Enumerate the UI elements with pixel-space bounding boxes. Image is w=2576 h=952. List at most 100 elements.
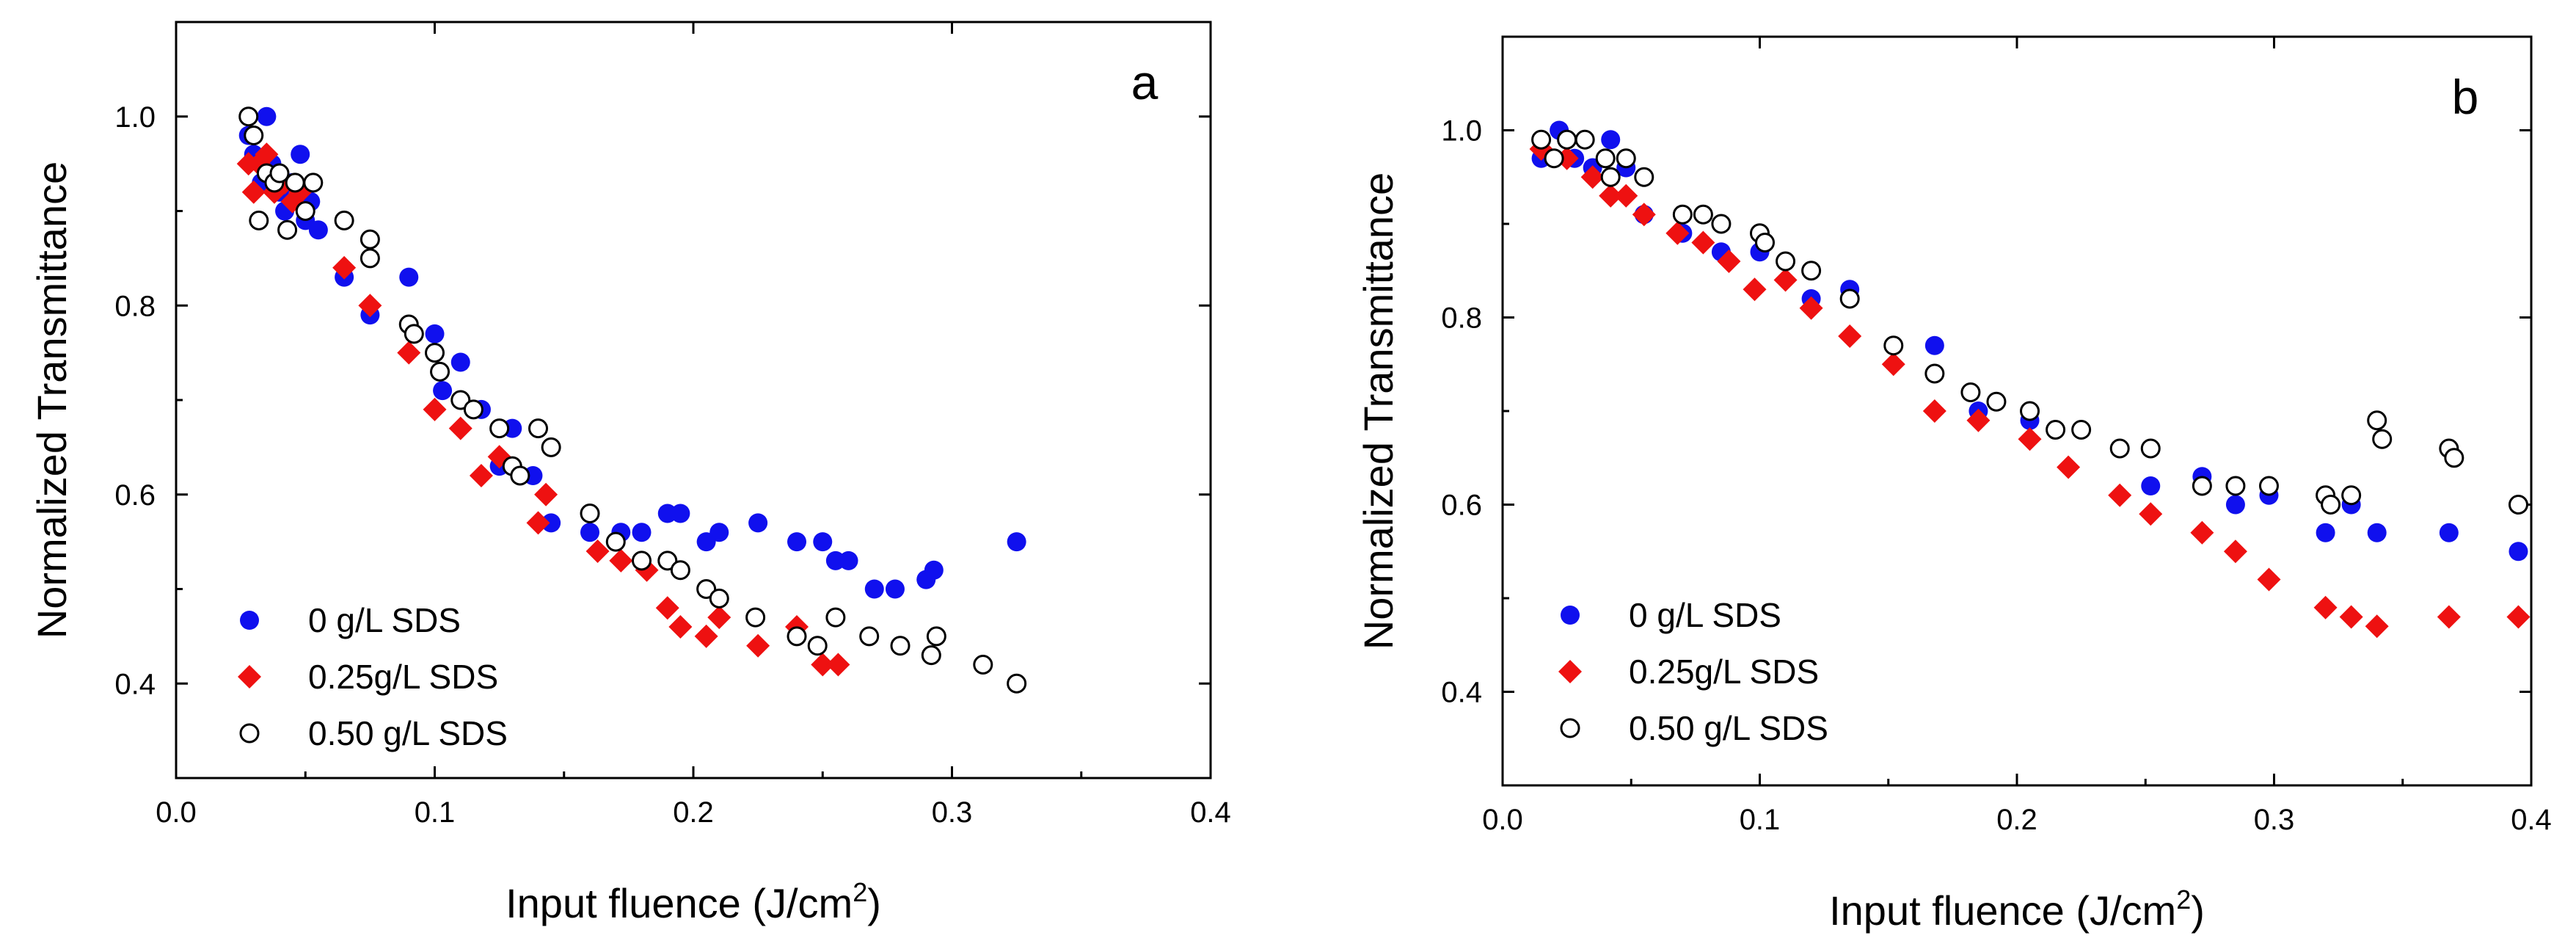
data-point (921, 645, 941, 666)
data-point (973, 655, 993, 675)
data-point (1881, 352, 1905, 377)
data-point (399, 267, 419, 287)
x-tick-label: 0.1 (1740, 804, 1781, 836)
panel-a: 0.0 0.1 0.2 0.3 0.4 0.4 0.6 0.8 1.0 Input fluence… (29, 21, 1231, 926)
data-point (787, 532, 806, 552)
data-point (1575, 129, 1595, 150)
data-point (2190, 520, 2214, 545)
data-point (1883, 335, 1904, 356)
data-point (2367, 523, 2387, 542)
data-point (238, 106, 259, 127)
data-point (2020, 401, 2040, 421)
data-point (2444, 448, 2464, 468)
data-point (489, 418, 510, 439)
data-point (510, 465, 530, 486)
data-point (2372, 429, 2393, 449)
data-point (813, 532, 833, 552)
data-point (1801, 261, 1822, 281)
series-0 (238, 106, 1026, 599)
data-point (1922, 399, 1946, 423)
y-tick-label: 0.8 (114, 290, 156, 322)
y-tick-label: 0.6 (114, 479, 156, 512)
y-tick-label: 0.8 (1441, 302, 1482, 335)
data-point (1711, 214, 1732, 234)
x-tick-label: 0.3 (932, 796, 973, 829)
data-point (826, 653, 850, 677)
y-tick-label: 1.0 (1441, 115, 1482, 148)
data-point (709, 523, 729, 542)
data-point (308, 220, 328, 240)
legend-marker (239, 723, 260, 744)
data-point (671, 504, 690, 523)
data-point (534, 482, 558, 506)
data-point (2339, 605, 2363, 629)
data-point (2321, 495, 2341, 515)
data-point (670, 560, 690, 581)
data-point (2367, 410, 2387, 431)
data-point (2140, 438, 2161, 459)
data-point (807, 636, 828, 656)
data-point (450, 352, 470, 372)
data-point (1691, 230, 1715, 255)
series-2 (1531, 129, 2528, 515)
data-point (425, 343, 445, 363)
data-point (1616, 148, 1636, 169)
data-point (2018, 427, 2042, 451)
data-point (605, 531, 626, 552)
data-point (1580, 165, 1605, 189)
data-point (1007, 673, 1027, 694)
data-point (1776, 251, 1796, 272)
data-point (746, 633, 770, 658)
y-axis-title: Normalized Transmittance (1355, 172, 1401, 650)
data-point (2437, 605, 2461, 629)
data-point (526, 511, 550, 535)
data-point (2316, 523, 2335, 542)
legend-marker (240, 611, 259, 630)
data-point (1601, 130, 1621, 150)
data-point (2509, 542, 2528, 562)
x-tick-label: 0.0 (1482, 804, 1523, 836)
data-point (609, 548, 633, 573)
x-tick-label: 0.2 (1996, 804, 2037, 836)
data-point (696, 579, 717, 599)
data-point (2071, 420, 2092, 440)
data-point (926, 626, 946, 647)
data-point (924, 560, 944, 580)
data-point (1665, 221, 1690, 245)
data-point (890, 636, 911, 656)
legend-marker (238, 665, 261, 688)
legend-label: 0 g/L SDS (1629, 596, 1781, 634)
data-point (1632, 203, 1656, 227)
data-point (1924, 335, 1944, 355)
panel-label: a (1131, 55, 1159, 109)
x-tick-label: 0.0 (156, 796, 197, 829)
data-point (632, 523, 652, 542)
y-tick-label: 0.4 (114, 668, 156, 700)
data-point (1966, 408, 1991, 432)
data-point (2139, 502, 2163, 526)
data-point (2365, 614, 2389, 639)
data-point (1600, 167, 1621, 187)
data-point (430, 361, 450, 382)
data-point (1557, 129, 1577, 150)
data-point (541, 513, 561, 533)
legend-label: 0 g/L SDS (308, 601, 461, 639)
data-point (2046, 420, 2066, 440)
data-point (2057, 455, 2081, 479)
data-point (825, 607, 846, 628)
legend-marker (1561, 606, 1580, 625)
legend-label: 0.50 g/L SDS (1629, 709, 1828, 747)
data-point (448, 416, 472, 440)
data-point (528, 418, 548, 439)
data-point (1839, 288, 1860, 309)
data-point (745, 607, 766, 628)
x-tick-label: 0.4 (2511, 804, 2552, 836)
data-point (709, 588, 729, 608)
x-tick-label: 0.1 (415, 796, 456, 829)
data-point (585, 539, 610, 563)
data-point (748, 513, 768, 533)
data-point (1960, 382, 1981, 402)
data-point (303, 172, 324, 193)
data-point (1986, 391, 2007, 412)
y-tick-label: 1.0 (114, 101, 156, 134)
